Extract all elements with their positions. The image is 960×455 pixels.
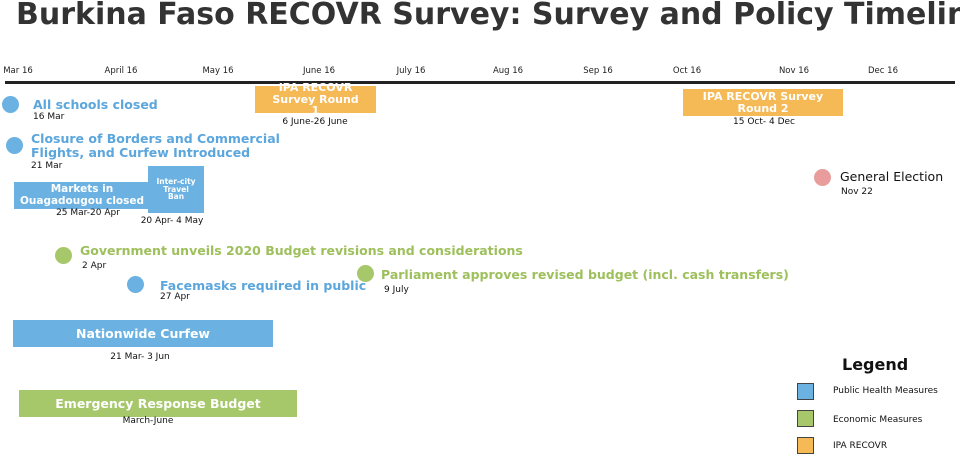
event-date: 9 July: [384, 285, 409, 295]
month-label: June 16: [302, 66, 336, 76]
month-label: July 16: [396, 66, 426, 76]
legend-swatch: [797, 410, 814, 427]
event-date: Nov 22: [841, 187, 873, 197]
legend-label: Public Health Measures: [833, 386, 938, 396]
event-date: 25 Mar-20 Apr: [56, 208, 120, 218]
event-bar: IPA RECOVR Survey Round 1: [255, 82, 376, 117]
event-date: 21 Mar: [31, 161, 63, 171]
event-date: 2 Apr: [82, 261, 107, 271]
event-date: 20 Apr- 4 May: [140, 216, 204, 226]
month-label: Aug 16: [492, 66, 524, 76]
event-label: Closure of Borders and Commercial Flight…: [31, 131, 280, 160]
event-label: General Election: [840, 169, 944, 184]
month-label: Oct 16: [672, 66, 702, 76]
month-label: April 16: [104, 66, 138, 76]
legend-title: Legend: [842, 355, 909, 374]
month-label: Nov 16: [778, 66, 810, 76]
event-label: Facemasks required in public: [160, 278, 367, 293]
legend-label: IPA RECOVR: [833, 441, 888, 451]
month-label: Mar 16: [3, 66, 33, 76]
event-marker: [814, 169, 831, 186]
title: Burkina Faso RECOVR Survey: Survey and P…: [16, 0, 960, 32]
event-bar: Nationwide Curfew: [13, 320, 273, 347]
legend-swatch: [797, 437, 814, 454]
event-date: 27 Apr: [160, 292, 190, 302]
event-bar: Inter-city Travel Ban: [148, 166, 204, 213]
event-label: All schools closed: [33, 97, 158, 112]
event-date: 16 Mar: [33, 112, 65, 122]
event-marker: [357, 265, 374, 282]
event-date: 15 Oct- 4 Dec: [733, 117, 795, 127]
event-bar: IPA RECOVR Survey Round 2: [683, 89, 843, 116]
event-date: 6 June-26 June: [282, 117, 348, 127]
event-label: Government unveils 2020 Budget revisions…: [80, 243, 523, 258]
legend-swatch: [797, 383, 814, 400]
month-label: Sep 16: [583, 66, 613, 76]
month-label: May 16: [202, 66, 234, 76]
event-bar: Emergency Response Budget: [19, 390, 297, 417]
event-marker: [6, 137, 23, 154]
axis-line: [5, 81, 955, 84]
event-bar: Markets in Ouagadougou closed: [14, 182, 150, 209]
month-label: Dec 16: [868, 66, 898, 76]
event-marker: [127, 276, 144, 293]
legend-label: Economic Measures: [833, 415, 923, 425]
event-label: Parliament approves revised budget (incl…: [381, 267, 789, 282]
event-date: March-June: [122, 416, 174, 426]
event-marker: [55, 247, 72, 264]
event-marker: [2, 96, 19, 113]
event-date: 21 Mar- 3 Jun: [110, 352, 170, 362]
